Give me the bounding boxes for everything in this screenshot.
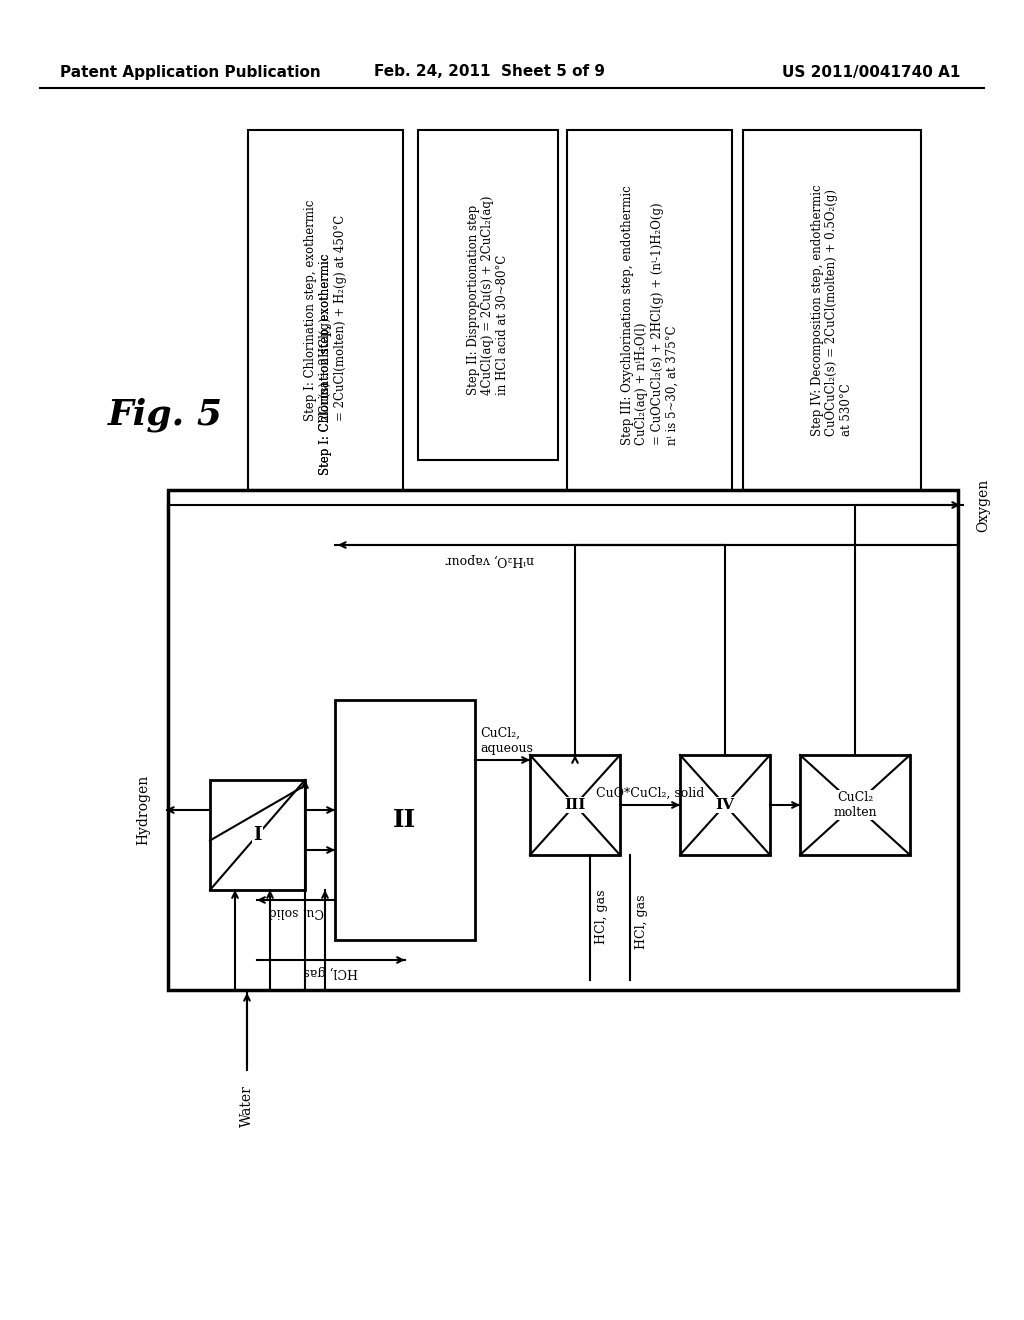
Text: Hydrogen: Hydrogen xyxy=(136,775,150,845)
Text: Oxygen: Oxygen xyxy=(976,478,990,532)
Bar xyxy=(248,129,403,490)
Bar xyxy=(210,780,305,890)
Text: CuCl₂
molten: CuCl₂ molten xyxy=(834,791,877,818)
Text: Step I: Chlorination step, exothermic: Step I: Chlorination step, exothermic xyxy=(319,253,332,475)
Bar xyxy=(530,755,620,855)
Text: Step IV: Decomposition step, endothermic
CuOCuCl₂(s) = 2CuCl(molten) + 0.5O₂(g)
: Step IV: Decomposition step, endothermic… xyxy=(811,185,853,436)
Bar xyxy=(800,755,910,855)
Text: CuCl₂,
aqueous: CuCl₂, aqueous xyxy=(480,727,532,755)
Text: Step II: Disproportionation step
4CuCl(aq) = 2Cu(s) + 2CuCl₂(aq)
in HCl acid at : Step II: Disproportionation step 4CuCl(a… xyxy=(467,195,510,395)
Bar xyxy=(567,129,732,500)
Text: nⁱH₂O, vapour: nⁱH₂O, vapour xyxy=(445,553,535,566)
Text: HCl, gas: HCl, gas xyxy=(595,890,608,944)
Bar xyxy=(168,490,958,990)
Text: III: III xyxy=(564,799,586,812)
Bar xyxy=(680,755,770,855)
Text: HCl, gas: HCl, gas xyxy=(635,895,648,949)
Text: Feb. 24, 2011  Sheet 5 of 9: Feb. 24, 2011 Sheet 5 of 9 xyxy=(375,65,605,79)
Text: II: II xyxy=(393,808,417,832)
Text: Patent Application Publication: Patent Application Publication xyxy=(60,65,321,79)
Bar xyxy=(418,129,558,459)
Text: IV: IV xyxy=(716,799,734,812)
Bar xyxy=(335,700,475,940)
Text: HCl, gas: HCl, gas xyxy=(304,965,358,978)
Text: Fig. 5: Fig. 5 xyxy=(108,397,223,432)
Text: Step I: Chlorination step, exothermic: Step I: Chlorination step, exothermic xyxy=(319,253,332,475)
Bar xyxy=(743,129,921,490)
Text: CuO*CuCl₂, solid: CuO*CuCl₂, solid xyxy=(596,787,705,800)
Text: Cu, solid: Cu, solid xyxy=(268,906,324,917)
Text: I: I xyxy=(253,826,262,843)
Text: Step III: Oxychlorination step, endothermic
CuCl₂(aq) + nⁱH₂O(l)
= CuOCuCl₂(s) +: Step III: Oxychlorination step, endother… xyxy=(621,185,679,445)
Text: Water: Water xyxy=(240,1085,254,1127)
Text: US 2011/0041740 A1: US 2011/0041740 A1 xyxy=(781,65,961,79)
Text: Step I: Chlorination step, exothermic
2Cu(s) + 2HCl(g)
= 2CuCl(molten) + H₂(g) a: Step I: Chlorination step, exothermic 2C… xyxy=(304,199,347,421)
